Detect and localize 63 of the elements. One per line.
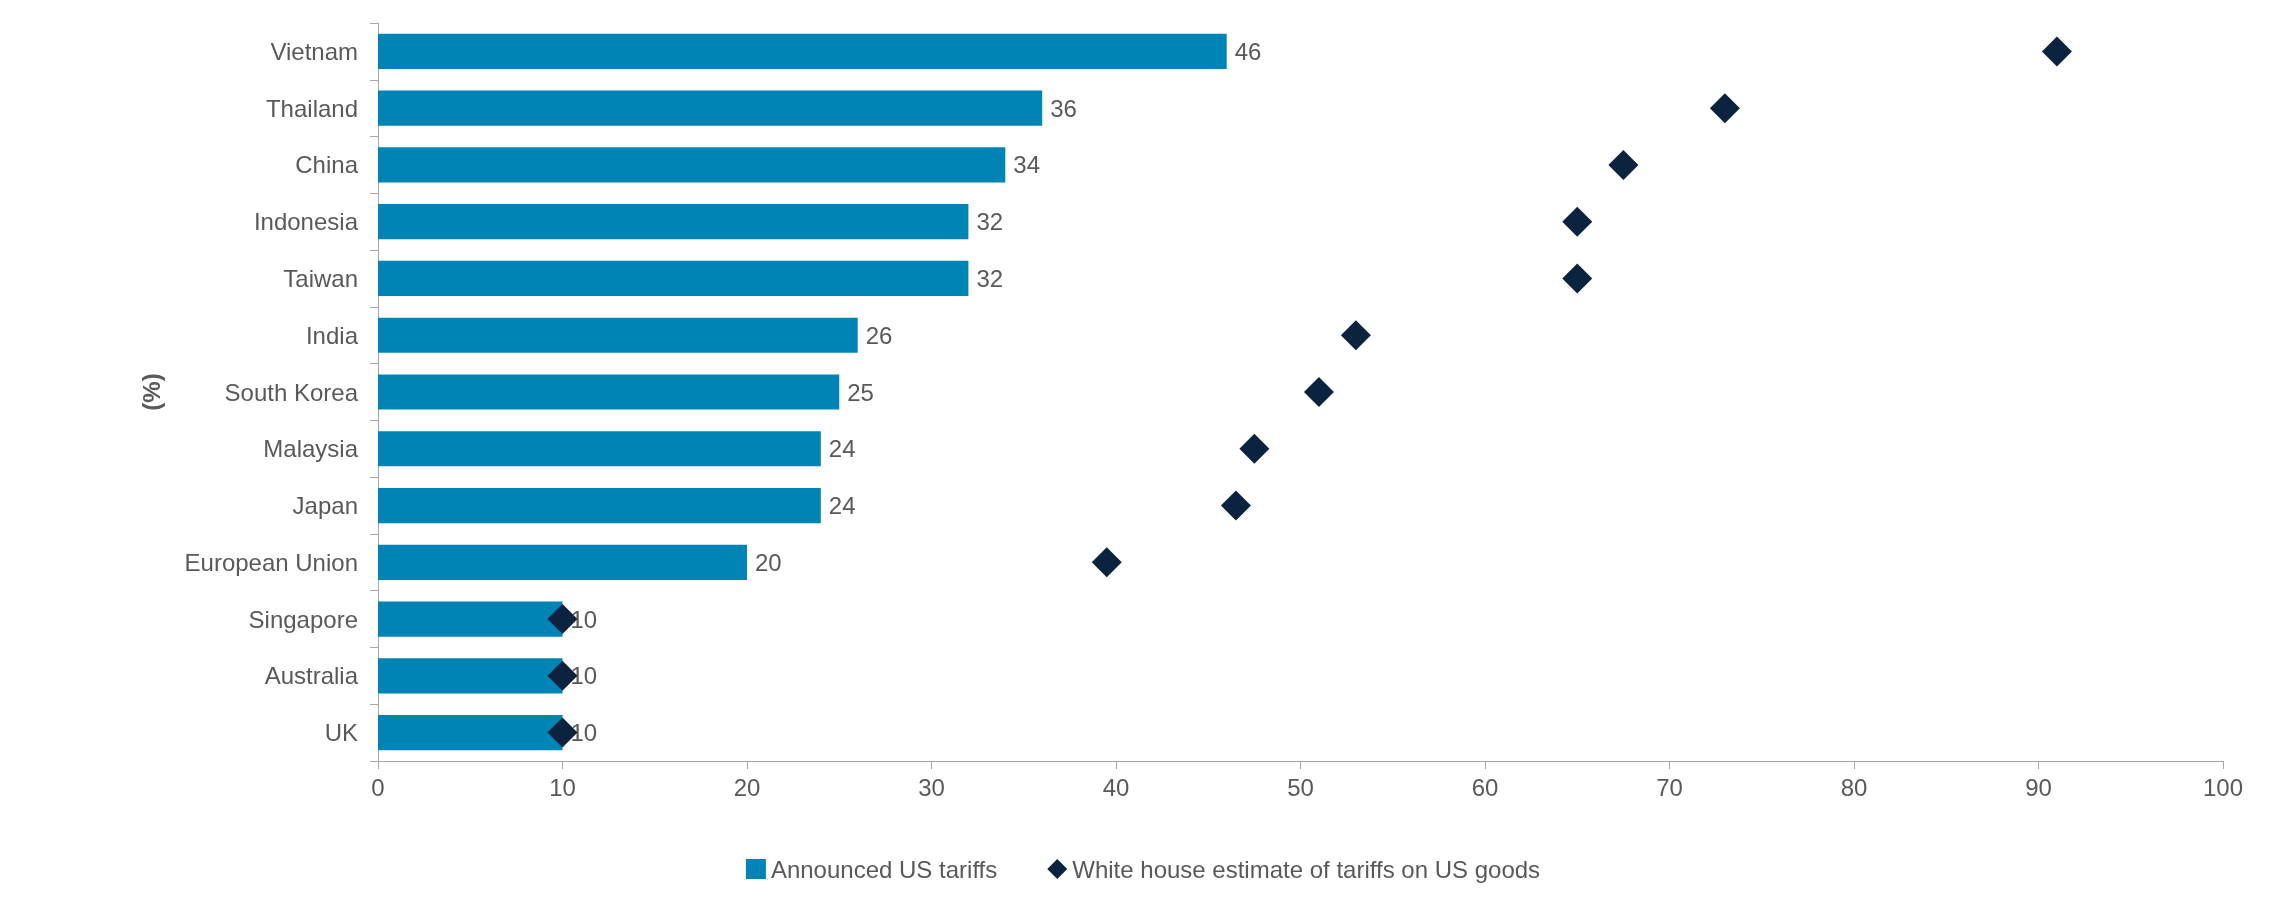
y-tick-label: Australia: [264, 662, 359, 690]
data-label: 10: [570, 719, 598, 747]
point: [1239, 433, 1270, 464]
data-label: 26: [865, 321, 893, 349]
data-label: 24: [828, 435, 856, 463]
legend-label: White house estimate of tariffs on US goods: [1072, 855, 1541, 883]
point: [1340, 320, 1371, 351]
x-tick-label: 30: [918, 773, 945, 801]
data-label: 25: [847, 378, 874, 406]
y-tick-label: South Korea: [224, 378, 359, 406]
bar: [378, 147, 1006, 183]
point: [1562, 206, 1593, 237]
point: [1608, 149, 1639, 180]
y-tick-label: European Union: [184, 548, 358, 576]
point: [1091, 547, 1122, 578]
y-tick-label: Malaysia: [263, 435, 359, 463]
bar: [378, 601, 563, 637]
y-tick-label: Singapore: [248, 605, 358, 633]
data-label: 32: [976, 208, 1004, 236]
point: [1709, 93, 1740, 124]
data-label: 36: [1050, 94, 1077, 122]
point: [1562, 263, 1593, 294]
data-label: 34: [1013, 151, 1040, 179]
x-tick-label: 60: [1471, 773, 1499, 801]
x-tick-label: 0: [371, 773, 385, 801]
x-tick-label: 50: [1287, 773, 1314, 801]
bar: [378, 658, 563, 694]
bar: [378, 544, 747, 580]
x-tick-label: 70: [1656, 773, 1683, 801]
point: [1220, 490, 1251, 521]
y-axis-title: (%): [137, 373, 165, 411]
bar: [378, 374, 840, 410]
y-tick-label: UK: [324, 719, 358, 747]
bar: [378, 715, 563, 751]
y-tick-label: Indonesia: [253, 208, 359, 236]
x-tick-label: 10: [549, 773, 576, 801]
data-label: 20: [755, 548, 782, 576]
bar: [378, 487, 821, 524]
data-label: 46: [1234, 37, 1262, 65]
bar: [378, 260, 969, 297]
y-tick-label: Taiwan: [283, 264, 358, 292]
y-tick-label: Vietnam: [270, 37, 358, 65]
y-tick-label: Thailand: [265, 94, 358, 122]
bar: [378, 33, 1227, 69]
point: [2041, 36, 2072, 67]
bar: [378, 317, 858, 353]
x-tick-label: 90: [2025, 773, 2052, 801]
x-tick-label: 80: [1840, 773, 1868, 801]
data-label: 10: [570, 662, 598, 690]
data-label: 32: [976, 264, 1004, 292]
y-tick-label: Japan: [292, 492, 358, 520]
x-tick-label: 40: [1102, 773, 1130, 801]
bar: [378, 431, 821, 467]
x-tick-label: 20: [733, 773, 761, 801]
data-label: 24: [828, 492, 856, 520]
y-tick-label: China: [295, 151, 359, 179]
bar: [378, 90, 1043, 126]
legend-label: Announced US tariffs: [770, 855, 998, 883]
y-tick-label: India: [305, 321, 359, 349]
x-tick-label: 100: [2202, 773, 2244, 801]
point: [1303, 377, 1334, 407]
data-label: 10: [570, 605, 598, 633]
bar: [378, 204, 969, 240]
